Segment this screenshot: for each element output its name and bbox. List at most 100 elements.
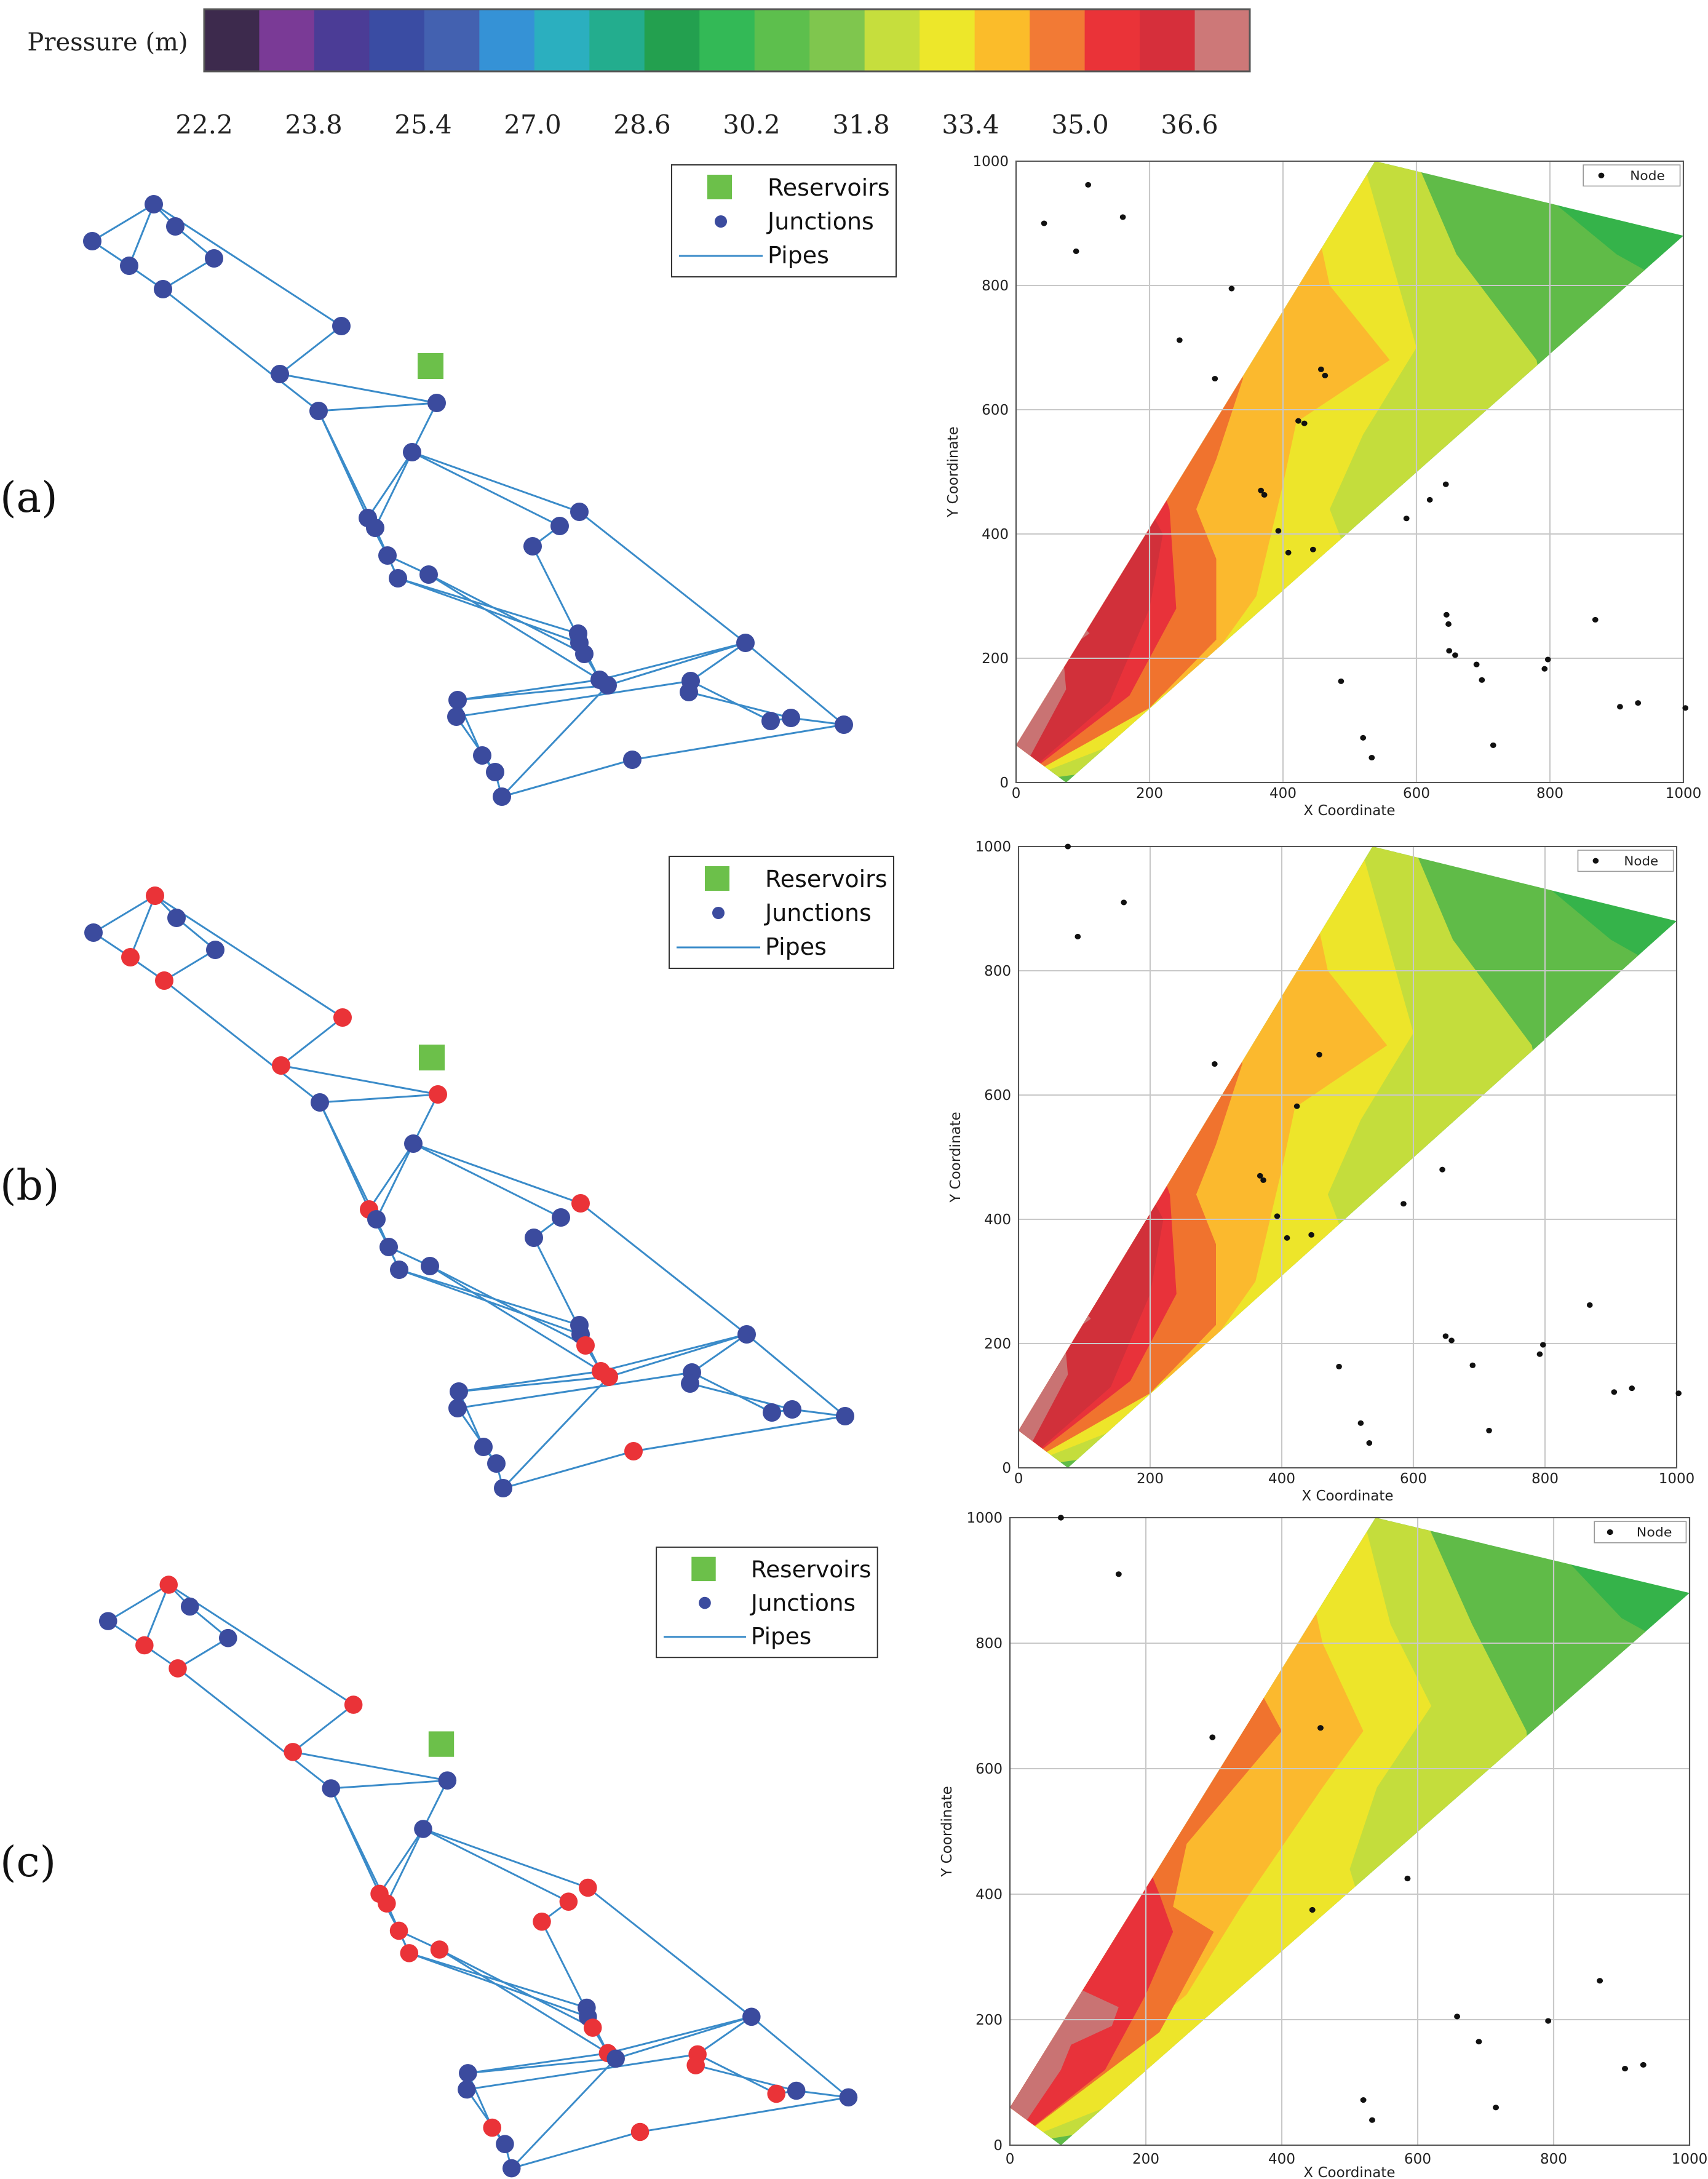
plot-frame [1015, 160, 1685, 784]
junction-node [322, 1779, 341, 1798]
contour-nodes [1041, 181, 1689, 761]
pipe [510, 2058, 617, 2169]
contour-legend-node-icon [1592, 858, 1599, 864]
pipe [128, 204, 155, 266]
colorbar-swatch [479, 9, 535, 71]
contour-node-point [1368, 2117, 1375, 2123]
x-tick-label: 0 [1012, 786, 1021, 802]
junction-node [448, 691, 467, 709]
legend-pipes-label: Pipes [768, 242, 829, 269]
colorbar-swatch [644, 9, 700, 71]
pipe [397, 577, 580, 644]
contour-node-point [1176, 337, 1183, 343]
contour-node-point [1295, 418, 1301, 424]
junction-node [763, 1403, 781, 1422]
pipe [318, 402, 437, 412]
junction-node-flagged [429, 1085, 447, 1104]
pipe [408, 1952, 587, 2009]
junction-node [403, 443, 421, 461]
contour-node-point [1309, 1906, 1316, 1913]
junction-node [736, 634, 755, 652]
colorbar-ticks: 22.2 23.8 25.4 27.0 28.6 30.2 31.8 33.4 … [175, 110, 1218, 140]
pipe [632, 723, 844, 761]
x-tick-label: 800 [1536, 786, 1563, 802]
pipe [280, 1016, 343, 1067]
colorbar-label: Pressure (m) [27, 28, 188, 57]
x-tick-label: 1000 [1659, 1471, 1695, 1487]
pipe [600, 1333, 747, 1372]
legend-junction-swatch [712, 907, 725, 919]
contour-node-point [1119, 214, 1126, 220]
legend-reservoirs-label: Reservoirs [751, 1556, 872, 1583]
y-tick-label: 600 [982, 402, 1009, 418]
pipe [690, 680, 771, 722]
y-tick-label: 600 [975, 1761, 1003, 1777]
contour-node-point [1366, 1440, 1373, 1446]
legend-pipes-label: Pipes [765, 933, 827, 960]
junction-node [154, 280, 172, 298]
pipe [129, 895, 156, 958]
junction-node-flagged [284, 1743, 302, 1761]
contour-nodes [1065, 843, 1682, 1446]
legend-junctions-label: Junctions [764, 899, 872, 926]
legend-junctions-label: Junctions [750, 1589, 856, 1616]
pipe [386, 1828, 424, 1904]
junction-node-flagged [389, 1921, 408, 1940]
pipe [633, 1415, 846, 1452]
pipe [466, 2053, 698, 2090]
contour-node-point [1586, 1302, 1593, 1308]
x-axis-label: X Coordinate [1303, 803, 1395, 819]
junction-node [167, 909, 186, 927]
junction-node-flagged [159, 1575, 178, 1594]
y-tick-label: 0 [999, 775, 1009, 791]
y-tick-label: 1000 [966, 1510, 1003, 1526]
contour-node-point [1635, 700, 1642, 706]
contour-node-point [1454, 2014, 1461, 2020]
pipe [317, 410, 376, 528]
pipe [457, 679, 600, 701]
junction-node [737, 1325, 756, 1344]
contour-node-point [1446, 648, 1453, 654]
junction-node-flagged [333, 1008, 352, 1027]
x-tick-label: 400 [1269, 786, 1297, 802]
x-tick-label: 400 [1268, 1471, 1295, 1487]
pipe [319, 1102, 378, 1220]
pipe [458, 1370, 602, 1393]
pipe [457, 684, 608, 701]
pipe [607, 642, 746, 687]
y-tick-label: 0 [993, 2138, 1003, 2154]
network-legend: Reservoirs Junctions Pipes [669, 856, 894, 969]
pipe [143, 1584, 170, 1646]
junction-node-flagged [571, 1194, 590, 1213]
plot-frame [1017, 845, 1678, 1469]
junction-node [206, 941, 224, 959]
contour-node-point [1357, 1420, 1364, 1426]
x-tick-label: 800 [1531, 1471, 1559, 1487]
x-tick-label: 1000 [1672, 2151, 1708, 2167]
contour-panel-b: Node 0 200 400 600 800 1000 0 200 400 60… [948, 839, 1694, 1504]
junction-node-flagged [272, 1056, 290, 1075]
colorbar-swatch [534, 9, 590, 71]
legend-junction-swatch [715, 215, 727, 228]
x-axis-label: X Coordinate [1301, 1488, 1393, 1504]
junction-node [379, 1238, 398, 1256]
y-tick-label: 200 [984, 1336, 1011, 1352]
pipe [750, 2016, 849, 2098]
contour-legend-node-icon [1607, 1529, 1613, 1536]
contour-node-point [1317, 366, 1324, 372]
contour-node-point [1073, 248, 1079, 254]
contour-panel-c: Node 0 200 400 600 800 1000 0 200 400 60… [939, 1510, 1707, 2179]
pipe [368, 1143, 415, 1210]
colorbar: Pressure (m) 22.2 23.8 25.4 27.0 28.6 30… [27, 8, 1251, 140]
contour-node-point [1260, 1177, 1266, 1183]
contour-axes: 0 200 400 600 800 1000 0 200 400 600 800… [948, 839, 1694, 1504]
y-tick-label: 800 [975, 1636, 1003, 1652]
pipe [428, 573, 585, 655]
colorbar-swatch [259, 9, 315, 71]
y-axis-label: Y Coordinate [948, 1112, 964, 1203]
junction-node [448, 1399, 467, 1417]
pipe [501, 684, 609, 798]
junction-node [606, 2049, 625, 2068]
contour-legend-node-label: Node [1637, 1525, 1672, 1540]
